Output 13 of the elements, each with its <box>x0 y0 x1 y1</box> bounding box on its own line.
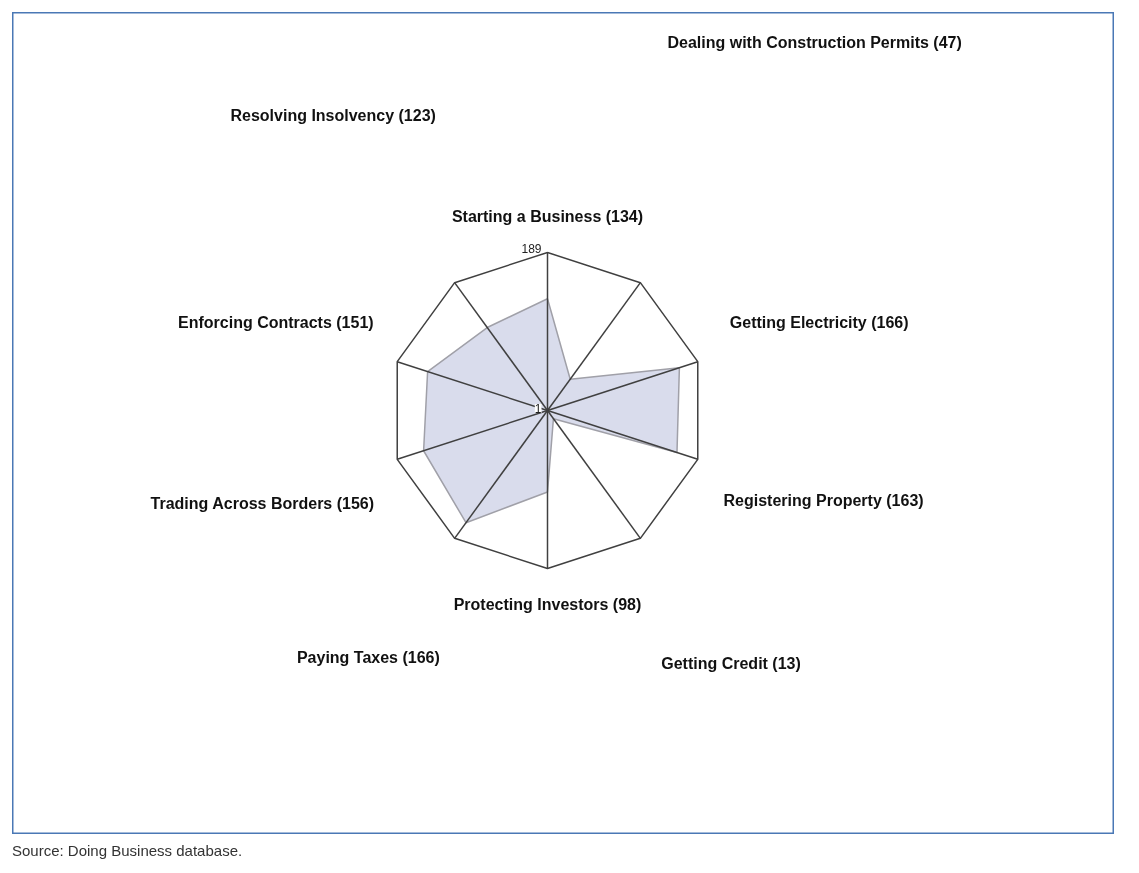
spoke-label: Protecting Investors (98) <box>453 596 642 613</box>
spoke-label: Resolving Insolvency (123) <box>230 107 436 125</box>
spoke-label: Enforcing Contracts (151) <box>178 313 374 331</box>
source-note: Source: Doing Business database. <box>12 841 243 861</box>
y-tick-label: 1 <box>534 402 542 416</box>
spoke-label: Getting Credit (13) <box>661 654 801 672</box>
spoke-label: Dealing with Construction Permits (47) <box>667 34 962 52</box>
spoke-label: Starting a Business (134) <box>451 208 644 225</box>
spoke-label: Paying Taxes (166) <box>296 648 440 666</box>
spoke-label: Trading Across Borders (156) <box>150 494 375 512</box>
spoke-label: Registering Property (163) <box>723 491 924 509</box>
y-tick-label: 189 <box>521 241 542 256</box>
spoke-label: Getting Electricity (166) <box>729 313 909 331</box>
